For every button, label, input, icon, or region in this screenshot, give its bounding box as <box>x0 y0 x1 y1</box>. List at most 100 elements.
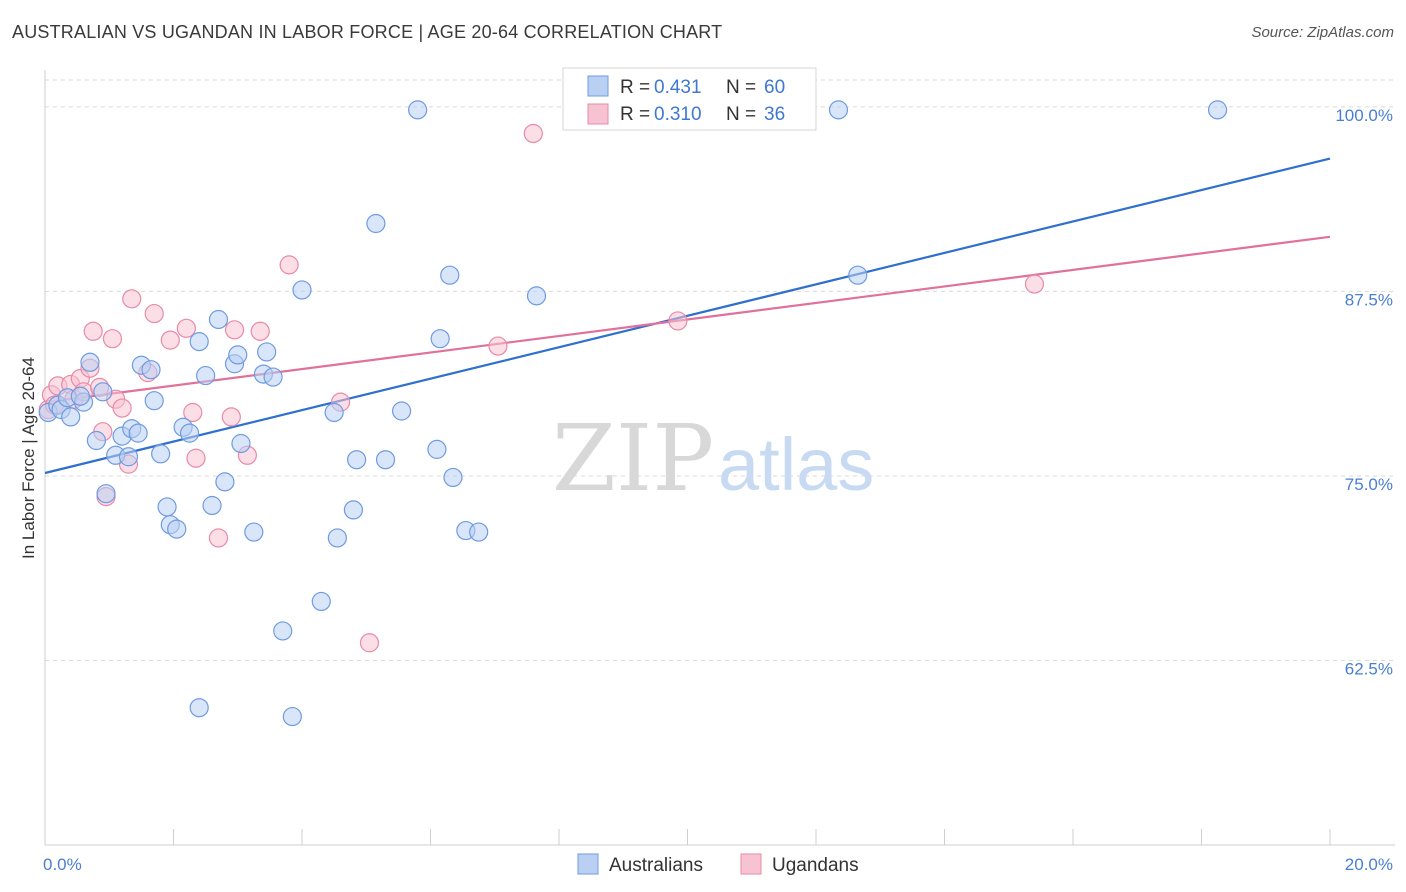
point-australians-56 <box>828 100 849 120</box>
bottom-legend-swatch-australians <box>577 853 599 875</box>
legend-n-value-1: 60 <box>764 77 785 98</box>
point-australians-35 <box>257 342 277 362</box>
legend-r-value-1: 0.431 <box>654 77 702 98</box>
point-ugandans-16 <box>122 289 142 309</box>
point-australians-33 <box>244 522 264 542</box>
point-ugandans-20 <box>176 318 196 338</box>
point-australians-32 <box>231 433 251 454</box>
point-australians-57 <box>848 265 868 285</box>
point-australians-43 <box>343 500 363 520</box>
chart-title: AUSTRALIAN VS UGANDAN IN LABOR FORCE | A… <box>12 22 723 42</box>
point-australians-48 <box>408 100 428 120</box>
trend-line-australians <box>44 157 1331 475</box>
point-ugandans-30 <box>359 633 380 653</box>
point-australians-51 <box>440 265 460 285</box>
point-ugandans-19 <box>160 330 180 350</box>
watermark: ZIP atlas <box>552 405 874 512</box>
point-australians-7 <box>80 352 100 372</box>
point-australians-59 <box>189 698 209 718</box>
point-australians-20 <box>157 497 177 517</box>
legend-r-value-2: 0.310 <box>654 104 702 125</box>
point-ugandans-27 <box>250 321 270 341</box>
point-australians-27 <box>202 495 222 516</box>
point-australians-44 <box>347 450 367 470</box>
point-australians-29 <box>215 472 235 492</box>
x-tick-label-1: 20.0% <box>1345 855 1393 874</box>
point-australians-58 <box>1207 100 1228 120</box>
point-australians-24 <box>179 423 200 443</box>
point-australians-55 <box>526 286 547 306</box>
x-tick-label-0: 0.0% <box>43 855 82 874</box>
point-australians-50 <box>430 329 450 349</box>
point-australians-36 <box>263 367 283 387</box>
legend-n-label-2: N = <box>726 104 756 125</box>
point-australians-6 <box>70 386 90 406</box>
legend-swatch-australians <box>587 75 609 97</box>
trend-line-ugandans <box>44 235 1331 404</box>
point-ugandans-21 <box>183 402 203 423</box>
point-australians-17 <box>141 360 161 380</box>
legend: R = 0.431 N = 60 R = 0.310 N = 36 <box>562 67 817 131</box>
point-australians-9 <box>93 382 113 402</box>
point-australians-45 <box>366 213 386 234</box>
point-ugandans-33 <box>668 311 688 331</box>
point-australians-37 <box>273 621 293 641</box>
point-ugandans-34 <box>1024 274 1045 294</box>
point-ugandans-12 <box>102 329 123 349</box>
bottom-legend: Australians Ugandans <box>577 853 859 876</box>
point-australians-4 <box>61 407 81 427</box>
legend-swatch-ugandans <box>587 103 609 125</box>
point-australians-52 <box>443 467 463 488</box>
point-australians-41 <box>324 402 344 423</box>
point-australians-19 <box>151 444 171 464</box>
point-australians-18 <box>144 391 164 411</box>
point-ugandans-23 <box>208 528 229 548</box>
point-ugandans-28 <box>279 255 299 275</box>
watermark-zip: ZIP <box>552 405 714 512</box>
legend-n-label-1: N = <box>726 77 756 98</box>
watermark-atlas: atlas <box>718 423 874 506</box>
point-australians-13 <box>118 447 139 467</box>
point-australians-49 <box>427 439 447 459</box>
data-points <box>38 100 1228 727</box>
point-australians-46 <box>375 450 396 470</box>
y-tick-label-0: 62.5% <box>1345 659 1393 678</box>
point-australians-25 <box>189 332 209 352</box>
source-label: Source: ZipAtlas.com <box>1251 24 1394 41</box>
point-australians-10 <box>96 484 116 504</box>
point-australians-15 <box>128 423 148 443</box>
point-ugandans-18 <box>144 303 164 324</box>
point-australians-31 <box>228 345 248 365</box>
y-axis-label: In Labor Force | Age 20-64 <box>19 357 38 559</box>
legend-n-value-2: 36 <box>764 104 785 125</box>
point-ugandans-14 <box>112 398 132 418</box>
point-australians-47 <box>391 401 412 421</box>
point-ugandans-24 <box>221 407 241 427</box>
grid-lines <box>45 79 1395 661</box>
y-tick-label-1: 75.0% <box>1345 475 1393 494</box>
point-australians-39 <box>292 280 312 300</box>
point-ugandans-31 <box>488 336 508 356</box>
point-australians-22 <box>167 519 187 539</box>
point-australians-38 <box>282 706 302 727</box>
y-tick-label-3: 100.0% <box>1335 106 1393 125</box>
legend-r-label-1: R = <box>620 77 650 98</box>
bottom-legend-label-ugandans: Ugandans <box>772 855 859 876</box>
tick-labels: 62.5% 75.0% 87.5% 100.0% 0.0% 20.0% <box>43 106 1393 874</box>
point-ugandans-32 <box>523 123 543 144</box>
point-ugandans-25 <box>224 320 245 340</box>
point-australians-28 <box>208 309 229 330</box>
y-tick-label-2: 87.5% <box>1345 290 1393 309</box>
bottom-legend-swatch-ugandans <box>740 853 762 875</box>
point-ugandans-22 <box>186 448 206 468</box>
bottom-legend-label-australians: Australians <box>609 855 703 876</box>
point-australians-40 <box>311 591 331 612</box>
point-australians-8 <box>86 430 107 451</box>
axes <box>44 70 1395 846</box>
point-australians-54 <box>469 522 489 542</box>
legend-r-label-2: R = <box>620 104 650 125</box>
point-australians-26 <box>196 365 216 386</box>
point-ugandans-8 <box>83 321 103 341</box>
point-australians-42 <box>327 528 347 548</box>
